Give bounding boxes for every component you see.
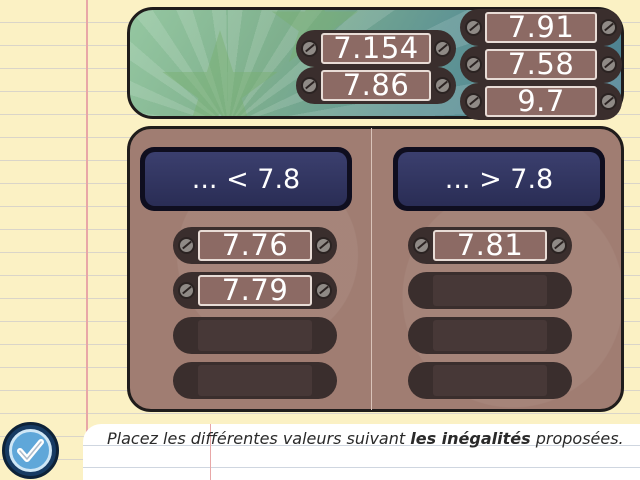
screw-icon <box>434 76 451 94</box>
empty-drop-slot[interactable] <box>173 317 337 354</box>
instruction-text-part: proposées. <box>530 429 624 448</box>
value-tile[interactable]: 9.7 <box>460 83 622 120</box>
empty-drop-slot[interactable] <box>408 272 572 309</box>
empty-drop-slot[interactable] <box>408 362 572 399</box>
value-tile-label: 7.91 <box>485 12 597 43</box>
screw-icon <box>465 55 482 73</box>
placed-value-tile[interactable]: 7.79 <box>173 272 337 309</box>
value-tile-label: 7.79 <box>198 275 312 306</box>
column-header-greater-than: ... > 7.8 <box>393 147 605 211</box>
value-tile-label: 7.154 <box>321 33 431 64</box>
screw-icon <box>600 92 617 110</box>
value-tile-label: 7.76 <box>198 230 312 261</box>
value-tile-label: 7.86 <box>321 70 431 101</box>
screw-icon <box>301 76 318 94</box>
placed-value-tile[interactable]: 7.81 <box>408 227 572 264</box>
column-header-label: ... < 7.8 <box>145 152 347 206</box>
screw-icon <box>315 281 332 299</box>
screw-icon <box>315 236 332 254</box>
checkmark-icon <box>17 439 44 462</box>
screw-icon <box>550 236 567 254</box>
empty-drop-slot[interactable] <box>173 362 337 399</box>
screw-icon <box>301 39 318 57</box>
screw-icon <box>178 236 195 254</box>
screw-icon <box>465 18 482 36</box>
column-divider <box>371 128 372 410</box>
screw-icon <box>413 236 430 254</box>
screw-icon <box>178 281 195 299</box>
instruction-text-part: Placez les différentes valeurs suivant <box>107 429 411 448</box>
column-header-less-than: ... < 7.8 <box>140 147 352 211</box>
value-tile-label: 7.81 <box>433 230 547 261</box>
value-tile[interactable]: 7.58 <box>460 46 622 83</box>
value-tile[interactable]: 7.86 <box>296 67 456 104</box>
screw-icon <box>434 39 451 57</box>
validate-button[interactable] <box>2 422 59 479</box>
screw-icon <box>465 92 482 110</box>
validate-button-ring <box>9 429 52 472</box>
column-header-label: ... > 7.8 <box>398 152 600 206</box>
background-star-icon <box>162 30 278 116</box>
value-tile-label: 9.7 <box>485 86 597 117</box>
instruction-emphasis: les inégalités <box>410 429 531 448</box>
instruction-text: Placez les différentes valeurs suivant l… <box>83 424 640 480</box>
value-tile-label: 7.58 <box>485 49 597 80</box>
screw-icon <box>600 18 617 36</box>
placed-value-tile[interactable]: 7.76 <box>173 227 337 264</box>
screw-icon <box>600 55 617 73</box>
value-tile[interactable]: 7.154 <box>296 30 456 67</box>
value-tile[interactable]: 7.91 <box>460 9 622 46</box>
empty-drop-slot[interactable] <box>408 317 572 354</box>
